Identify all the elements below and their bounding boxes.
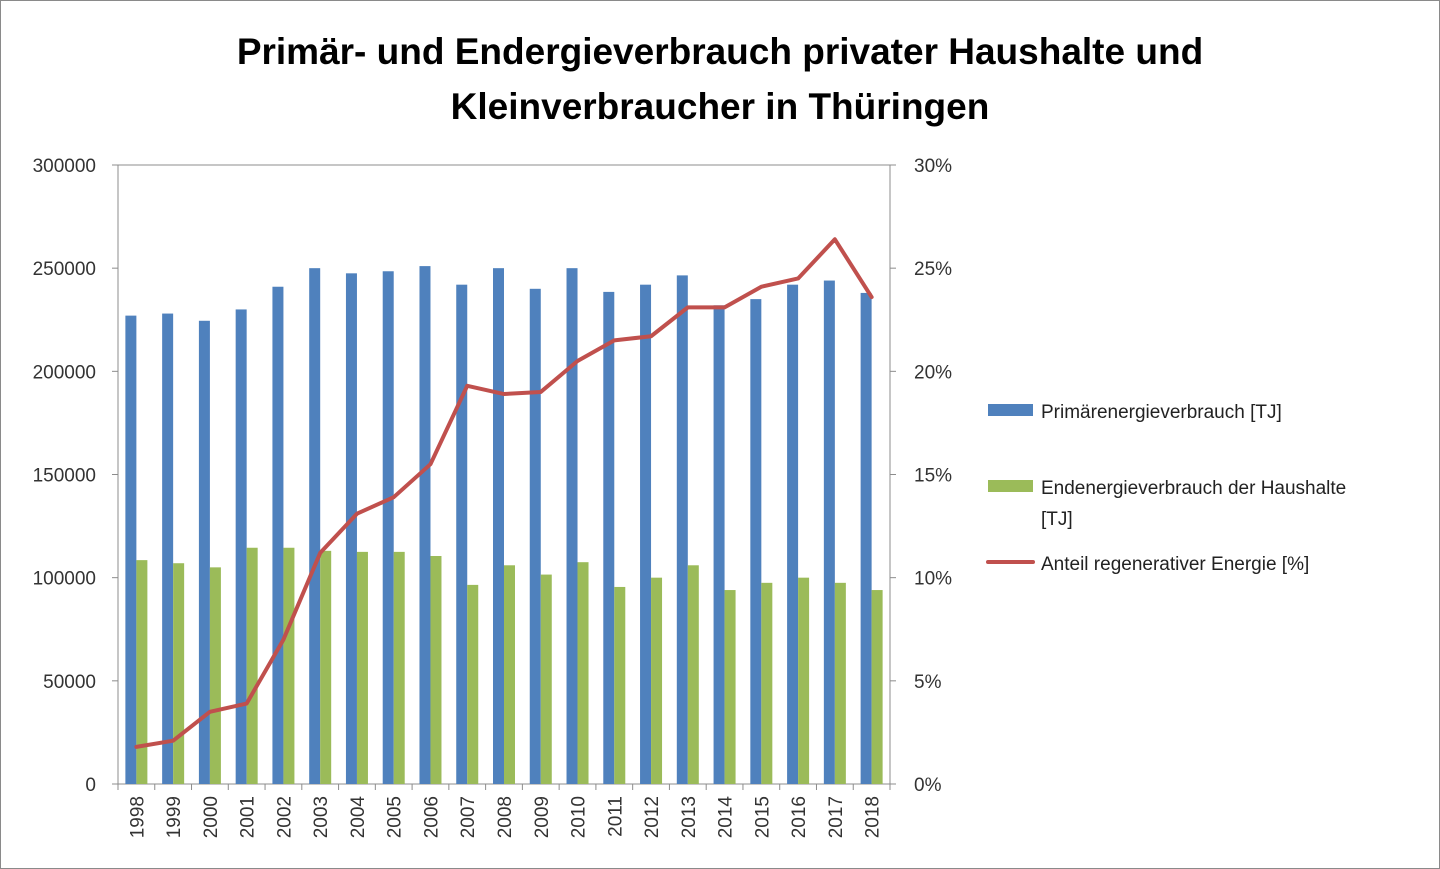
bar-endenergie: [798, 577, 810, 784]
right-axis-tick-label: 15%: [914, 466, 952, 487]
legend-label: [TJ]: [1041, 509, 1073, 530]
legend-label: Anteil regenerativer Energie [%]: [1041, 554, 1309, 575]
bar-endenergie: [173, 563, 185, 784]
legend-swatch: [988, 404, 1033, 416]
bar-primaerenergie: [272, 286, 284, 784]
x-axis-category-label: 2012: [642, 796, 663, 838]
bar-primaerenergie: [640, 284, 652, 784]
right-axis-tick-label: 0%: [914, 775, 942, 796]
x-axis-category-label: 2007: [458, 796, 479, 838]
x-axis-category-label: 2008: [495, 796, 516, 838]
right-axis-tick-label: 5%: [914, 672, 942, 693]
bar-primaerenergie: [419, 266, 431, 784]
right-axis-tick-label: 25%: [914, 259, 952, 280]
x-axis-category-label: 2009: [532, 796, 553, 838]
line-series: [134, 237, 874, 749]
bar-primaerenergie: [162, 313, 174, 784]
bar-endenergie: [651, 577, 663, 784]
x-axis-category-label: 2004: [348, 796, 369, 839]
bar-endenergie: [393, 551, 405, 784]
bar-primaerenergie: [493, 268, 504, 785]
chart-title-line-1: Primär- und Endergieverbrauch privater H…: [236, 31, 1204, 72]
bar-endenergie: [724, 590, 736, 784]
x-axis-category-label: 1999: [164, 796, 185, 838]
left-axis-tick-label: 100000: [33, 569, 96, 590]
x-axis-category-label: 2006: [421, 796, 442, 838]
bar-primaerenergie: [125, 315, 137, 784]
bar-endenergie: [136, 560, 148, 784]
axis-labels: 0 50000 100000 150000 200000 250000 300000 0% 5%…: [33, 156, 953, 838]
x-axis-category-label: 2013: [679, 796, 700, 838]
x-axis-category-label: 1998: [127, 796, 148, 838]
left-axis-tick-label: 150000: [33, 466, 96, 487]
bar-primaerenergie: [235, 309, 247, 784]
left-axis-tick-label: 200000: [33, 362, 96, 383]
bar-endenergie: [246, 547, 258, 784]
bar-endenergie: [356, 551, 368, 784]
bars: [125, 266, 883, 785]
bar-primaerenergie: [198, 320, 210, 784]
legend-swatch: [988, 480, 1033, 492]
bar-primaerenergie: [603, 291, 615, 784]
x-axis-category-label: 2016: [789, 796, 810, 838]
x-axis-category-label: 2002: [274, 796, 295, 838]
x-axis-category-label: 2014: [716, 796, 737, 839]
x-axis-category-label: 2011: [605, 796, 626, 837]
bar-endenergie: [834, 582, 846, 784]
chart-title: Primär- und Endergieverbrauch privater H…: [0, 24, 1440, 134]
bar-endenergie: [871, 590, 883, 784]
legend-label: Primärenergieverbrauch [TJ]: [1041, 402, 1282, 423]
left-axis-tick-label: 50000: [43, 672, 96, 693]
bar-primaerenergie: [787, 284, 799, 784]
bar-endenergie: [320, 550, 332, 784]
bar-endenergie: [467, 584, 479, 784]
bar-primaerenergie: [676, 275, 688, 784]
chart-title-line-2: Kleinverbraucher in Thüringen: [450, 86, 990, 127]
bar-endenergie: [614, 586, 626, 784]
x-axis-category-label: 2018: [863, 796, 884, 838]
bar-endenergie: [504, 565, 515, 784]
bar-endenergie: [209, 567, 221, 784]
bar-endenergie: [283, 547, 295, 784]
bar-primaerenergie: [382, 271, 394, 784]
left-axis-tick-label: 300000: [33, 156, 96, 177]
bar-primaerenergie: [750, 299, 762, 784]
x-axis-category-label: 2010: [569, 796, 590, 838]
left-axis-tick-label: 0: [85, 775, 96, 796]
bar-primaerenergie: [566, 268, 578, 785]
bar-primaerenergie: [860, 292, 872, 784]
bar-primaerenergie: [456, 284, 468, 784]
bar-primaerenergie: [823, 280, 835, 784]
bar-endenergie: [540, 574, 552, 784]
x-axis-category-label: 2017: [826, 796, 847, 838]
bar-endenergie: [687, 565, 699, 784]
bar-primaerenergie: [713, 305, 725, 784]
x-axis-category-label: 2003: [311, 796, 332, 838]
right-axis-tick-label: 20%: [914, 362, 952, 383]
x-axis-category-label: 2001: [238, 796, 259, 838]
x-axis-category-label: 2000: [201, 796, 222, 838]
legend-label: Endenergieverbrauch der Haushalte: [1041, 478, 1346, 499]
right-axis-tick-label: 10%: [914, 569, 952, 590]
right-axis-tick-label: 30%: [914, 156, 952, 177]
legend: Primärenergieverbrauch [TJ] Endenergiever…: [986, 402, 1346, 575]
bar-endenergie: [430, 556, 442, 784]
left-axis-tick-label: 250000: [33, 259, 96, 280]
bar-endenergie: [577, 562, 589, 784]
bar-primaerenergie: [309, 268, 321, 785]
x-axis-category-label: 2015: [752, 796, 773, 838]
bar-primaerenergie: [529, 288, 541, 784]
bar-primaerenergie: [345, 273, 357, 784]
x-axis-category-label: 2005: [385, 796, 406, 838]
bar-endenergie: [761, 582, 773, 784]
